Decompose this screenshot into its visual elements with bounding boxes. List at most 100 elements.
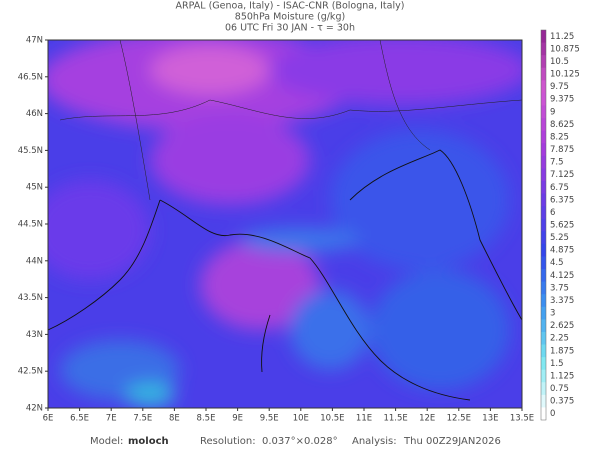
lon-label: 11E [356, 414, 372, 424]
lat-label: 46N [26, 109, 43, 119]
colorbar-swatch [541, 256, 546, 270]
colorbar-swatch [541, 357, 546, 371]
colorbar-label: 4.5 [550, 258, 564, 268]
colorbar-swatch [541, 319, 546, 333]
lon-label: 6.5E [70, 414, 89, 424]
colorbar-swatch [541, 407, 546, 421]
colorbar-label: 7.125 [550, 170, 574, 180]
colorbar-label: 9 [550, 107, 555, 117]
colorbar-label: 9.75 [550, 82, 569, 92]
colorbar-swatch [541, 30, 546, 44]
model-label: Model: [90, 436, 123, 447]
colorbar-swatch [541, 180, 546, 195]
colorbar-swatch [541, 294, 546, 308]
lon-label: 8.5E [197, 414, 216, 424]
colorbar-swatch [541, 118, 546, 132]
colorbar-swatch [541, 331, 546, 346]
colorbar-label: 1.125 [550, 371, 574, 381]
lon-label: 12E [419, 414, 435, 424]
colorbar-label: 1.875 [550, 346, 574, 356]
lat-label: 43N [26, 330, 43, 340]
header-line: 06 UTC Fri 30 JAN - τ = 30h [225, 23, 355, 34]
colorbar-label: 10.875 [550, 44, 580, 54]
colorbar-swatch [541, 55, 546, 69]
colorbar-label: 2.625 [550, 321, 574, 331]
colorbar-label: 10.5 [550, 57, 569, 67]
colorbar-label: 0.75 [550, 384, 569, 394]
lon-label: 13.5E [510, 414, 534, 424]
moisture-field [48, 40, 522, 408]
colorbar-label: 3.375 [550, 296, 574, 306]
resolution: 0.037°×0.028° [262, 436, 338, 447]
colorbar-swatch [541, 143, 546, 157]
colorbar-swatch [541, 130, 546, 144]
colorbar-label: 7.875 [550, 145, 574, 155]
colorbar-label: 6.375 [550, 195, 574, 205]
analysis: Thu 00Z29JAN2026 [403, 436, 501, 447]
lon-label: 12.5E [447, 414, 471, 424]
colorbar-label: 2.25 [550, 334, 569, 344]
lon-label: 9E [232, 414, 243, 424]
colorbar-label: 11.25 [550, 32, 574, 42]
lon-label: 6E [43, 414, 54, 424]
lat-label: 45.5N [18, 146, 43, 156]
colorbar-swatch [541, 218, 546, 232]
colorbar-label: 10.125 [550, 70, 580, 80]
colorbar-swatch [541, 168, 546, 182]
colorbar-swatch [541, 92, 546, 106]
colorbar-label: 6.75 [550, 183, 569, 193]
lon-label: 13E [482, 414, 498, 424]
colorbar-label: 4.875 [550, 246, 574, 256]
colorbar-swatch [541, 344, 546, 358]
lat-label: 47N [26, 36, 43, 46]
colorbar-swatch [541, 394, 546, 408]
colorbar-swatch [541, 269, 546, 283]
colorbar-label: 9.375 [550, 95, 574, 105]
header-line: ARPAL (Genoa, Italy) - ISAC-CNR (Bologna… [176, 1, 405, 12]
colorbar-swatch [541, 231, 546, 245]
colorbar-swatch [541, 382, 546, 396]
colorbar-label: 0 [550, 409, 555, 419]
colorbar-label: 7.5 [550, 158, 564, 168]
colorbar-swatch [541, 206, 546, 220]
colorbar-swatch [541, 42, 546, 56]
colorbar-label: 3.75 [550, 283, 569, 293]
colorbar-swatch [541, 281, 546, 295]
analysis-label: Analysis: [352, 436, 397, 447]
colorbar-swatch [541, 105, 546, 119]
lon-label: 9.5E [260, 414, 279, 424]
lat-label: 42N [26, 404, 43, 414]
resolution-label: Resolution: [200, 436, 256, 447]
model: moloch [128, 436, 169, 447]
colorbar-label: 5.625 [550, 221, 574, 231]
colorbar-label: 3 [550, 309, 555, 319]
colorbar-swatch [541, 243, 546, 257]
lat-label: 46.5N [18, 72, 43, 82]
colorbar-label: 4.125 [550, 271, 574, 281]
lon-label: 10E [293, 414, 309, 424]
colorbar-label: 6 [550, 208, 555, 218]
lat-label: 44.5N [18, 220, 43, 230]
colorbar-label: 5.25 [550, 233, 569, 243]
colorbar-swatch [541, 193, 546, 207]
lat-label: 43.5N [18, 293, 43, 303]
lat-label: 42.5N [18, 367, 43, 377]
lon-label: 8E [169, 414, 180, 424]
colorbar-label: 8.625 [550, 120, 574, 130]
header-line: 850hPa Moisture (g/kg) [235, 12, 345, 23]
colorbar-swatch [541, 155, 546, 169]
lon-label: 10.5E [320, 414, 344, 424]
colorbar-label: 8.25 [550, 132, 569, 142]
colorbar-frame [540, 29, 547, 421]
lon-label: 7.5E [133, 414, 152, 424]
colorbar-swatch [541, 67, 546, 81]
lat-label: 45N [26, 183, 43, 193]
lon-label: 11.5E [383, 414, 407, 424]
lon-label: 7E [106, 414, 117, 424]
colorbar-swatch [541, 306, 546, 320]
colorbar-label: 1.5 [550, 359, 564, 369]
colorbar-swatch [541, 80, 546, 94]
lat-label: 44N [26, 256, 43, 266]
colorbar-swatch [541, 369, 546, 383]
